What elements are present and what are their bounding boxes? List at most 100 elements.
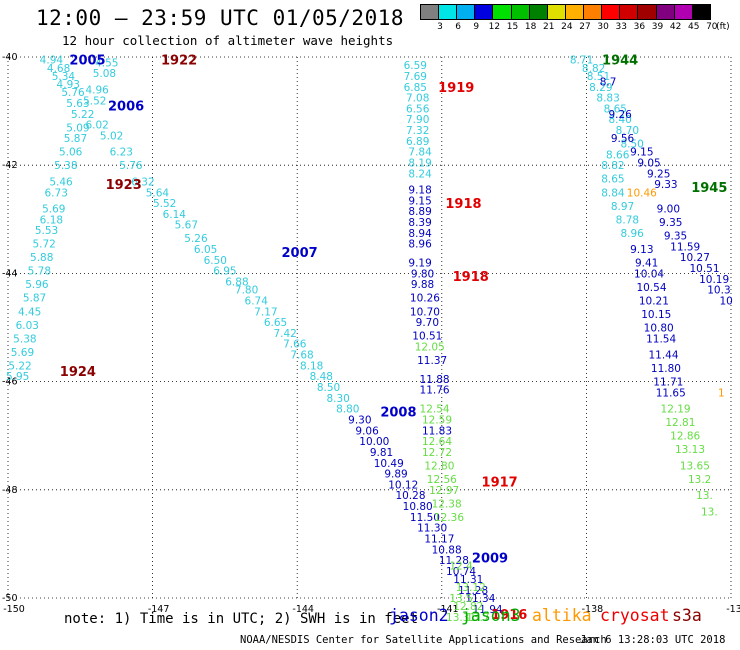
swh-reading: 12.97 bbox=[429, 485, 459, 497]
color-scale-label: 18 bbox=[524, 22, 537, 32]
swh-reading: 6.59 bbox=[404, 60, 427, 72]
swh-reading: 8.94 bbox=[408, 228, 432, 240]
swh-reading: 5.76 bbox=[119, 160, 143, 172]
swh-reading: 7.17 bbox=[254, 306, 277, 318]
longitude-tick-label: -144 bbox=[292, 604, 314, 615]
swh-reading: 12.82 bbox=[453, 601, 483, 613]
swh-reading: 8.78 bbox=[616, 214, 639, 226]
swh-reading: 10.21 bbox=[639, 295, 669, 307]
swh-reading: 5.69 bbox=[42, 203, 65, 215]
pass-time-label: 2007 bbox=[282, 246, 318, 261]
swh-reading: 8.89 bbox=[408, 206, 431, 218]
satellite-legend-jason3: jason3 bbox=[461, 606, 521, 625]
swh-reading: 5.22 bbox=[71, 109, 94, 121]
swh-reading: 9.41 bbox=[635, 258, 658, 270]
swh-reading: 10.04 bbox=[634, 268, 664, 280]
swh-reading: 13.13 bbox=[675, 444, 705, 456]
swh-reading: 5.76 bbox=[61, 87, 85, 99]
satellite-legend-cryosat: cryosat bbox=[600, 606, 670, 625]
swh-reading: 12.54 bbox=[420, 404, 450, 416]
swh-reading: 10.49 bbox=[374, 458, 404, 470]
swh-reading: 8.48 bbox=[310, 371, 333, 383]
color-scale-label: 27 bbox=[579, 22, 591, 32]
swh-reading: 5.08 bbox=[93, 68, 116, 80]
swh-reading: 11.34 bbox=[465, 593, 495, 605]
swh-reading: 7.80 bbox=[235, 285, 258, 297]
swh-reading: 8.30 bbox=[326, 393, 349, 405]
swh-reading: 5.95 bbox=[6, 371, 29, 383]
swh-reading: 12.05 bbox=[415, 341, 445, 353]
pass-time-label: 1918 bbox=[453, 270, 489, 285]
swh-reading: 8.84 bbox=[601, 187, 625, 199]
swh-reading: 4.45 bbox=[18, 306, 41, 318]
pass-time-label: 2008 bbox=[380, 405, 416, 420]
swh-reading: 10.12 bbox=[388, 479, 418, 491]
swh-reading: 8.50 bbox=[620, 139, 643, 151]
swh-reading: 10.80 bbox=[644, 323, 674, 335]
swh-reading: 12.72 bbox=[422, 447, 452, 459]
swh-reading: 6.74 bbox=[245, 295, 269, 307]
color-scale-label: 70 bbox=[706, 22, 718, 32]
swh-reading: 11.59 bbox=[670, 241, 700, 253]
pass-time-label: 2005 bbox=[69, 54, 105, 69]
swh-reading: 6.18 bbox=[40, 214, 63, 226]
swh-reading: 8.29 bbox=[589, 82, 612, 94]
swh-reading: 6.03 bbox=[16, 320, 39, 332]
swh-reading: 5.52 bbox=[153, 198, 176, 210]
swh-reading: 8.24 bbox=[408, 168, 432, 180]
swh-reading: 11.54 bbox=[646, 333, 676, 345]
swh-reading: 5.26 bbox=[184, 233, 208, 245]
swh-reading: 8.51 bbox=[587, 71, 610, 83]
swh-reading: 5.64 bbox=[146, 187, 170, 199]
swh-readings: 4.944.685.344.935.765.635.225.095.875.06… bbox=[6, 55, 733, 624]
swh-reading: 8.40 bbox=[608, 114, 631, 126]
swh-reading: 11.88 bbox=[420, 374, 450, 386]
swh-reading: 5.72 bbox=[32, 239, 55, 251]
swh-reading: 12.38 bbox=[432, 498, 462, 510]
swh-reading: 10.54 bbox=[636, 282, 666, 294]
pass-time-label: 1919 bbox=[438, 81, 474, 96]
swh-reading: 11.65 bbox=[656, 387, 686, 399]
swh-reading: 5.46 bbox=[49, 176, 73, 188]
pass-time-label: 1923 bbox=[106, 178, 142, 193]
swh-reading: 9.81 bbox=[370, 447, 393, 459]
credit-line: NOAA/NESDIS Center for Satellite Applica… bbox=[240, 634, 607, 646]
swh-reading: 12.64 bbox=[422, 436, 452, 448]
swh-reading: 8.19 bbox=[408, 157, 431, 169]
page-subtitle: 12 hour collection of altimeter wave hei… bbox=[62, 33, 394, 48]
graticule bbox=[7, 56, 732, 599]
swh-reading: 10.51 bbox=[689, 263, 719, 275]
swh-reading: 11.44 bbox=[648, 350, 678, 362]
swh-reading: 12.81 bbox=[665, 417, 695, 429]
swh-reading: 5.67 bbox=[175, 220, 198, 232]
swh-reading: 13.5 bbox=[449, 593, 472, 605]
swh-reading: 11.31 bbox=[453, 574, 483, 586]
swh-reading: 10 bbox=[719, 295, 732, 307]
swh-reading: 4.55 bbox=[95, 57, 118, 69]
swh-reading: 9.26 bbox=[608, 109, 632, 121]
swh-reading: 4.96 bbox=[85, 84, 109, 96]
page-title: 12:00 – 23:59 UTC 01/05/2018 bbox=[36, 6, 405, 30]
swh-reading: 12.59 bbox=[422, 414, 452, 426]
swh-reading: 5.78 bbox=[28, 266, 51, 278]
latitude-tick-label: -44 bbox=[2, 268, 18, 279]
swh-reading: 9.19 bbox=[408, 258, 431, 270]
swh-reading: 8.82 bbox=[601, 160, 624, 172]
swh-reading: 8.7 bbox=[600, 76, 617, 88]
swh-reading: 6.05 bbox=[194, 244, 217, 256]
swh-reading: 5.96 bbox=[25, 279, 49, 291]
pass-time-label: 1917 bbox=[482, 476, 518, 491]
generated-timestamp: Jan 6 13:28:03 UTC 2018 bbox=[580, 634, 726, 646]
longitude-tick-label: -141 bbox=[437, 604, 459, 615]
swh-reading: 9.13 bbox=[630, 244, 653, 256]
swh-reading: 5.22 bbox=[8, 360, 31, 372]
swh-reading: 7.42 bbox=[273, 328, 296, 340]
swh-reading: 9.15 bbox=[630, 147, 653, 159]
swh-reading: 11.28 bbox=[458, 585, 488, 597]
swh-reading: 8.83 bbox=[596, 93, 619, 105]
swh-reading: 10.80 bbox=[403, 501, 433, 513]
swh-reading: 10.27 bbox=[680, 252, 710, 264]
pass-time-label: 2009 bbox=[472, 551, 508, 566]
longitude-tick-label: -147 bbox=[148, 604, 170, 615]
swh-reading: 5.38 bbox=[13, 333, 36, 345]
